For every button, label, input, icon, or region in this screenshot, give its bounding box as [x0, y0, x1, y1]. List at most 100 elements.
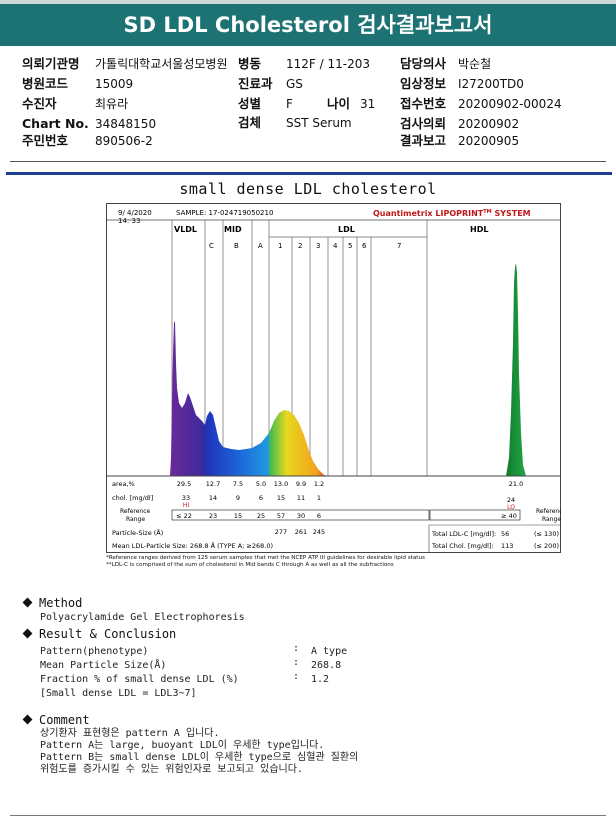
- colon: :: [293, 643, 300, 654]
- ref-a: 25: [257, 512, 265, 520]
- total-chol-ref: (≤ 200): [534, 542, 559, 550]
- diamond-bullet-icon: [22, 714, 33, 725]
- ref-3: 6: [317, 512, 321, 520]
- vldl-peak: [170, 321, 205, 476]
- resident-no-value: 890506-2: [95, 134, 153, 148]
- ref-vldl: ≤ 22: [176, 512, 192, 520]
- age-value: 31: [360, 97, 376, 111]
- chol-1: 15: [277, 494, 285, 502]
- diamond-bullet-icon: [22, 628, 33, 639]
- band-b: B: [234, 242, 239, 250]
- band-3: 3: [316, 242, 320, 250]
- graph-heading: small dense LDL cholesterol: [179, 180, 437, 198]
- specimen-value: SST Serum: [286, 116, 352, 130]
- total-chol-label: Total Chol. [mg/dl]:: [431, 542, 494, 550]
- ward-label: 병동: [238, 56, 262, 71]
- hospital-name-value: 가톨릭대학교서울성모병원: [95, 57, 228, 71]
- chol-vldl: 33: [182, 494, 190, 502]
- sex-label: 성별: [238, 96, 262, 111]
- test-time: 14: 33: [118, 217, 140, 225]
- diamond-bullet-icon: [22, 597, 33, 608]
- ps-1: 277: [275, 528, 287, 536]
- ref-c: 23: [209, 512, 217, 520]
- clinical-info-label: 임상정보: [400, 76, 447, 91]
- receipt-no-label: 접수번호: [400, 96, 447, 111]
- chol-b: 9: [236, 494, 240, 502]
- comment-body: 상기환자 표현형은 pattern A 입니다. Pattern A는 larg…: [40, 728, 358, 776]
- total-chol-value: 113: [501, 542, 513, 550]
- chol-row-label: chol. [mg/dl]: [112, 494, 153, 502]
- band-5: 5: [348, 242, 352, 250]
- mean-particle-size: Mean LDL-Particle Size: 268.8 Å (TYPE A;…: [112, 541, 273, 550]
- ref-row-label-1: Reference: [120, 508, 151, 515]
- sample-id: SAMPLE: 17-024719050210: [176, 209, 273, 217]
- band-7: 7: [397, 242, 401, 250]
- result-row-pattern-label: Pattern(phenotype): [40, 646, 149, 657]
- chol-c: 14: [209, 494, 217, 502]
- hospital-code-value: 15009: [95, 77, 134, 91]
- report-title-bar: SD LDL Cholesterol 검사결과보고서: [0, 0, 616, 46]
- ref-right-label-2: Range: [542, 516, 561, 523]
- result-note: [Small dense LDL = LDL3~7]: [40, 688, 197, 699]
- ref-row-label-2: Range: [126, 516, 145, 523]
- ref-hdl: ≥ 40: [501, 512, 517, 520]
- total-ldl-label: Total LDL-C [mg/dl]:: [431, 530, 496, 538]
- band-4: 4: [333, 242, 338, 250]
- result-row-fraction-value: 1.2: [311, 674, 330, 685]
- brand-logo: Quantimetrix LIPOPRINTTM SYSTEM: [373, 209, 531, 218]
- electrophoresis-chart: 9/ 4/2020 14: 33 SAMPLE: 17-024719050210…: [106, 203, 561, 553]
- area-b: 7.5: [233, 480, 243, 488]
- patient-name-label: 수진자: [22, 96, 57, 111]
- band-1: 1: [278, 242, 282, 250]
- ps-3: 245: [313, 528, 325, 536]
- comment-line: Pattern A는 large, buoyant LDL이 우세한 type입…: [40, 740, 325, 751]
- resident-no-label: 주민번호: [22, 133, 69, 148]
- area-row-label: area,%: [112, 480, 135, 488]
- band-c: C: [209, 242, 214, 250]
- bottom-divider: [10, 815, 606, 816]
- area-a: 5.0: [256, 480, 266, 488]
- chart-frame: [106, 203, 561, 553]
- department-value: GS: [286, 77, 303, 91]
- comment-line: Pattern B는 small dense LDL이 우세한 type으로 심…: [40, 752, 359, 763]
- area-3: 1.2: [314, 480, 324, 488]
- band-2: 2: [298, 242, 302, 250]
- hospital-name-label: 의뢰기관명: [22, 56, 80, 71]
- area-vldl: 29.5: [177, 480, 191, 488]
- group-ldl: LDL: [338, 225, 355, 234]
- chol-hdl: 24: [507, 496, 515, 504]
- group-vldl: VLDL: [174, 225, 197, 234]
- result-heading: Result & Conclusion: [22, 627, 176, 641]
- mid-peak: [205, 411, 269, 476]
- chart-footnotes: *Reference ranges derived from 125 serum…: [106, 555, 576, 569]
- hdl-flag: LO: [507, 504, 515, 511]
- method-heading: Method: [22, 596, 82, 610]
- area-c: 12.7: [206, 480, 220, 488]
- sex-value: F: [286, 97, 293, 111]
- info-divider: [10, 161, 606, 162]
- area-1: 13.0: [274, 480, 288, 488]
- age-label: 나이: [327, 96, 351, 111]
- group-hdl: HDL: [470, 225, 488, 234]
- result-row-fraction-label: Fraction % of small dense LDL (%): [40, 674, 239, 685]
- area-2: 9.9: [296, 480, 306, 488]
- ref-1: 57: [277, 512, 285, 520]
- report-date-value: 20200905: [458, 134, 520, 148]
- group-mid: MID: [224, 225, 242, 234]
- chol-3: 1: [317, 494, 321, 502]
- result-row-size-label: Mean Particle Size(Å): [40, 660, 167, 671]
- specimen-label: 검체: [238, 115, 262, 130]
- chol-2: 11: [297, 494, 305, 502]
- vldl-flag: HI: [183, 502, 190, 509]
- colon: :: [293, 671, 300, 682]
- ldl-peak: [269, 410, 328, 476]
- chol-a: 6: [259, 494, 263, 502]
- request-date-value: 20200902: [458, 117, 520, 131]
- ward-value: 112F / 11-203: [286, 57, 370, 71]
- comment-line: 상기환자 표현형은 pattern A 입니다.: [40, 728, 220, 739]
- band-6: 6: [362, 242, 367, 250]
- test-date: 9/ 4/2020: [118, 209, 152, 217]
- clinical-info-value: I27200TD0: [458, 77, 524, 91]
- hospital-code-label: 병원코드: [22, 76, 69, 91]
- footnote-2: **LDL-C is comprised of the sum of chole…: [106, 562, 394, 568]
